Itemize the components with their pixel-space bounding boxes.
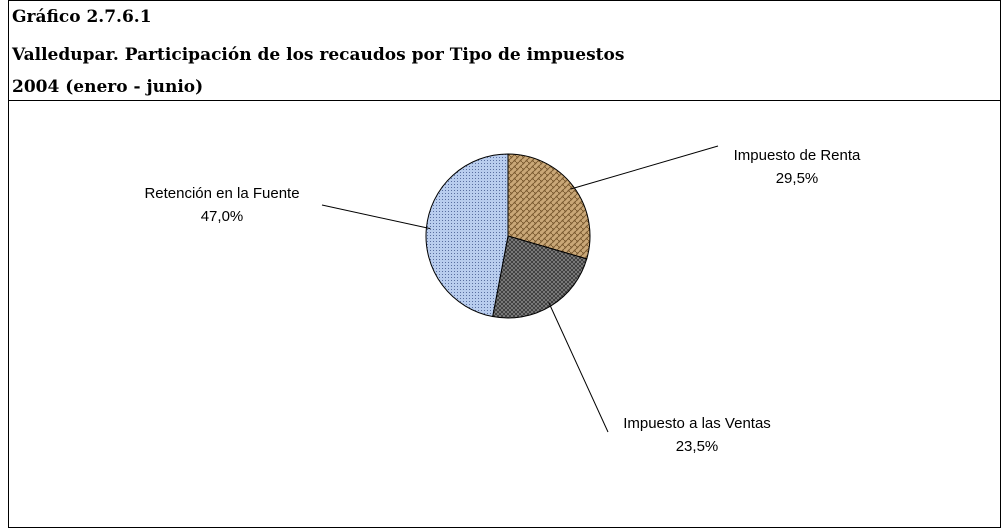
chart-title: Gráfico 2.7.6.1 xyxy=(12,7,152,27)
slice-label: Impuesto a las Ventas xyxy=(623,415,771,432)
slice-value-label: 47,0% xyxy=(201,208,244,225)
pie-slice xyxy=(425,153,509,318)
slice-value-label: 23,5% xyxy=(676,438,719,455)
leader-line xyxy=(570,145,719,190)
chart-subtitle: 2004 (enero - junio) xyxy=(12,77,203,97)
leader-line xyxy=(548,302,609,433)
leader-line xyxy=(321,204,431,230)
chart-subtitle: Valledupar. Participación de los recaudo… xyxy=(11,45,624,65)
slice-label: Impuesto de Renta xyxy=(734,147,861,164)
slice-value-label: 29,5% xyxy=(776,170,819,187)
slice-label: Retención en la Fuente xyxy=(144,185,299,202)
pie-slice xyxy=(507,153,591,260)
